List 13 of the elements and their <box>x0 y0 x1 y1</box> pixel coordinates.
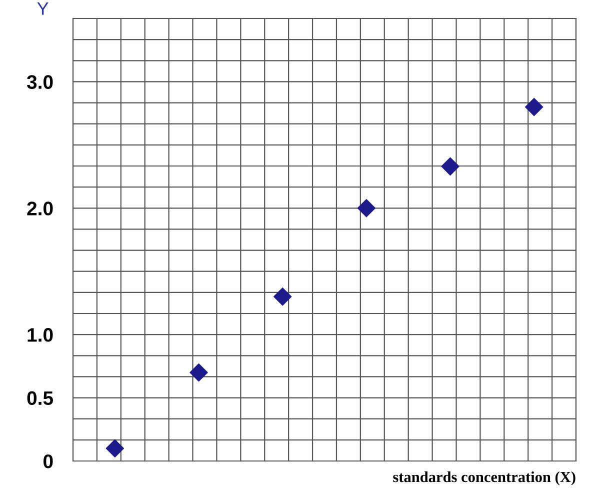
point <box>273 288 292 306</box>
point <box>106 439 124 458</box>
point <box>524 98 544 116</box>
point <box>190 363 208 382</box>
point <box>357 199 376 218</box>
x-axis-title: standards concentration (X) <box>393 471 576 486</box>
y-tick-label: 3.0 <box>26 75 53 89</box>
y-tick-label: 2.0 <box>27 202 53 216</box>
y-axis-title: Y <box>37 2 48 15</box>
y-tick-label: 1.0 <box>28 328 53 342</box>
y-tick-label: 0 <box>44 454 53 468</box>
point <box>441 157 460 176</box>
y-tick-label: 0.5 <box>27 391 54 406</box>
